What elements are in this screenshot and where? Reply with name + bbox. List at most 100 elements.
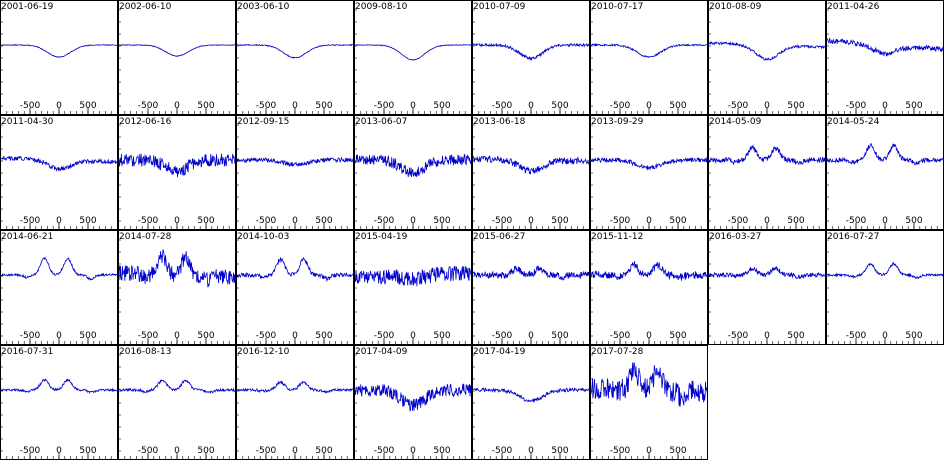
panel-title: 2015-11-12 [591,232,643,242]
series-line [0,378,118,395]
panel-frame [118,230,236,345]
tick-label: 0 [528,101,534,111]
tick-label: 0 [292,101,298,111]
chart-panel: 2016-03-27 -500 0 500 [708,230,826,345]
panel-frame [354,230,472,345]
chart-panel: 2017-07-28 -500 0 500 [590,345,708,460]
panel-title: 2012-06-16 [119,117,172,127]
tick-label: 500 [433,446,450,456]
tick-label: -500 [256,216,277,226]
tick-label: 500 [433,216,450,226]
tick-label: 0 [56,331,62,341]
tick-label: 0 [410,216,416,226]
tick-label: 500 [551,101,568,111]
panel-frame [590,345,708,460]
series-line [708,144,826,166]
tick-label: 500 [551,331,568,341]
panel-frame [590,115,708,230]
tick-label: 0 [174,101,180,111]
tick-label: 500 [197,101,214,111]
chart-panel: 2016-07-27 -500 0 500 [826,230,944,345]
tick-label: 500 [905,331,922,341]
chart-panel: 2014-06-21 -500 0 500 [0,230,118,345]
panel-title: 2001-06-19 [1,2,54,12]
panel-frame [118,115,236,230]
tick-label: -500 [846,331,867,341]
tick-label: -500 [492,446,513,456]
chart-panel: 2012-09-15 -500 0 500 [236,115,354,230]
tick-label: 0 [292,216,298,226]
panel-title: 2012-09-15 [237,117,289,127]
tick-label: -500 [256,101,277,111]
tick-label: 500 [669,101,686,111]
chart-panel: 2003-06-10 -500 0 500 [236,0,354,115]
tick-label: -500 [20,446,41,456]
series-line [236,380,354,394]
tick-label: 500 [315,331,332,341]
tick-label: 0 [56,216,62,226]
tick-label: 500 [433,331,450,341]
series-line [236,257,354,282]
tick-label: 0 [646,331,652,341]
tick-label: 0 [292,446,298,456]
series-line [236,43,354,59]
panel-title: 2017-07-28 [591,347,644,357]
series-line [472,265,590,281]
panel-title: 2011-04-26 [827,2,880,12]
panel-frame [826,230,944,345]
panel-title: 2014-07-28 [119,232,172,242]
panel-title: 2014-05-09 [709,117,762,127]
tick-label: -500 [610,446,631,456]
panel-title: 2013-06-18 [473,117,526,127]
panel-title: 2015-04-19 [355,232,408,242]
tick-label: 500 [787,101,804,111]
chart-panel: 2017-04-09 -500 0 500 [354,345,472,460]
tick-label: -500 [728,331,749,341]
panel-frame [0,115,118,230]
tick-label: 500 [669,216,686,226]
chart-panel: 2013-09-29 -500 0 500 [590,115,708,230]
chart-panel: 2015-11-12 -500 0 500 [590,230,708,345]
tick-label: 500 [905,216,922,226]
tick-label: 0 [528,446,534,456]
panel-frame [0,345,118,460]
tick-label: 500 [787,216,804,226]
tick-label: -500 [138,331,159,341]
panel-frame [590,230,708,345]
tick-label: 500 [315,216,332,226]
panel-title: 2002-06-10 [119,2,172,12]
tick-label: -500 [20,331,41,341]
panel-title: 2010-07-09 [473,2,526,12]
panel-frame [354,0,472,115]
panel-frame [472,230,590,345]
tick-label: -500 [374,216,395,226]
tick-label: 0 [646,216,652,226]
chart-panel: 2014-10-03 -500 0 500 [236,230,354,345]
chart-panel: 2010-07-09 -500 0 500 [472,0,590,115]
panel-frame [826,0,944,115]
tick-label: 500 [79,216,96,226]
panel-title: 2016-08-13 [119,347,171,357]
tick-label: 500 [551,216,568,226]
tick-label: 500 [551,446,568,456]
series-line [118,379,235,395]
tick-label: 0 [882,101,888,111]
tick-label: 0 [882,331,888,341]
tick-label: -500 [256,331,277,341]
tick-label: -500 [610,216,631,226]
chart-panel: 2013-06-07 -500 0 500 [354,115,472,230]
tick-label: -500 [138,101,159,111]
chart-panel: 2013-06-18 -500 0 500 [472,115,590,230]
tick-label: -500 [138,446,159,456]
tick-label: 0 [882,216,888,226]
tick-label: 500 [79,331,96,341]
panel-frame [0,0,118,115]
tick-label: -500 [138,216,159,226]
chart-panel: 2015-04-19 -500 0 500 [354,230,472,345]
tick-label: 0 [528,331,534,341]
tick-label: 0 [56,101,62,111]
series-line [0,155,118,172]
tick-label: 500 [197,216,214,226]
tick-label: -500 [846,216,867,226]
chart-panel: 2010-07-17 -500 0 500 [590,0,708,115]
